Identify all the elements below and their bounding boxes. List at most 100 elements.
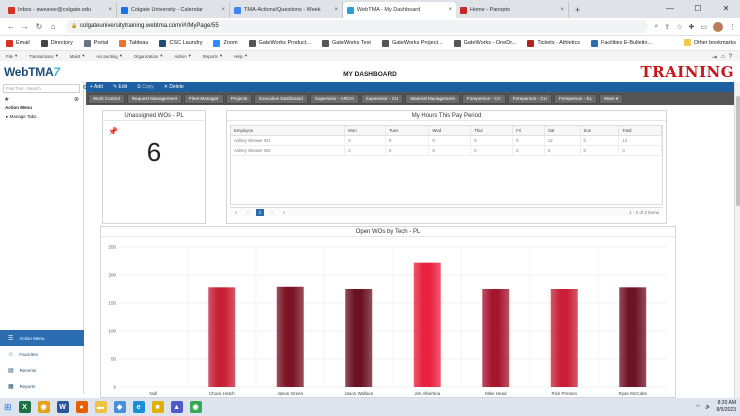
browser-tab[interactable]: TMA-Actions/Questions - Week × — [230, 2, 343, 18]
dashboard-tab[interactable]: Request Management — [126, 93, 182, 104]
bookmark-item[interactable]: GateWorks - OneDr... — [453, 39, 516, 47]
bookmark-item[interactable]: GateWorks Project... — [381, 39, 443, 47]
home-icon[interactable]: ⌂ — [50, 22, 56, 31]
zoom-icon[interactable]: ⌕ — [654, 22, 659, 30]
help-icon[interactable]: ? — [728, 54, 732, 60]
hours-column-header[interactable]: Thur — [470, 126, 514, 136]
close-window-icon[interactable]: ✕ — [722, 4, 730, 13]
wifi-icon[interactable]: ◠ — [695, 404, 701, 410]
new-tab-icon[interactable]: + — [575, 5, 581, 15]
hours-column-header[interactable]: Total — [618, 126, 662, 136]
current-page[interactable]: 1 — [256, 208, 264, 216]
app-menu-item[interactable]: Admin — [174, 53, 187, 59]
notes-icon[interactable]: ■ — [151, 401, 164, 413]
app-icon[interactable]: ◆ — [113, 401, 126, 413]
word-icon[interactable]: W — [56, 401, 69, 413]
dashboard-tab[interactable]: Fleet Manager — [183, 93, 224, 104]
browser-tab[interactable]: WebTMA - My Dashboard × — [343, 2, 456, 18]
copy-button[interactable]: ⧉ Copy — [137, 84, 154, 90]
bookmark-star-icon[interactable]: ☆ — [676, 23, 683, 31]
volume-icon[interactable]: 🔈 — [705, 404, 712, 410]
hours-column-header[interactable]: Tues — [385, 126, 430, 136]
left-nav-reports[interactable]: ▦ Reports — [0, 378, 84, 394]
dashboard-tab[interactable]: Foreperson - EL — [553, 93, 598, 104]
app-menu-item[interactable]: Transactions — [29, 53, 54, 59]
dashboard-tab[interactable]: Supervisor - CU — [360, 93, 404, 104]
hours-column-header[interactable]: Sat — [544, 126, 581, 136]
browser-tab[interactable]: Home - Panopto × — [456, 2, 569, 18]
app-menu-item[interactable]: Accounting — [96, 53, 118, 59]
dashboard-tab[interactable]: Foreperson - CU — [507, 93, 552, 104]
dashboard-tab[interactable]: Executive Dashboard — [254, 93, 308, 104]
prev-page-icon[interactable]: ‹ — [247, 209, 249, 215]
tab-close-icon[interactable]: × — [334, 7, 338, 13]
bookmark-item[interactable]: Email — [6, 39, 30, 47]
last-page-icon[interactable]: » — [282, 209, 286, 215]
chrome-icon[interactable]: ◉ — [189, 401, 202, 413]
tab-close-icon[interactable]: × — [108, 7, 112, 13]
next-page-icon[interactable]: › — [271, 209, 273, 215]
excel-icon[interactable]: X — [18, 401, 31, 413]
page-scrollbar[interactable] — [734, 82, 740, 398]
firefox-icon[interactable]: ● — [75, 401, 88, 413]
clock[interactable]: 8:20 AM 8/5/2023 — [717, 400, 736, 414]
dashboard-tab[interactable]: Work Control — [88, 93, 125, 104]
hours-column-header[interactable]: Fri — [512, 126, 545, 136]
bookmark-item[interactable]: Zoom — [213, 39, 238, 47]
edit-button[interactable]: ✎ Edit — [112, 84, 128, 90]
explorer-icon[interactable]: ▬ — [94, 401, 107, 413]
hours-column-header[interactable]: Employee — [231, 126, 346, 136]
settings-gear-icon[interactable]: ⚙ — [83, 84, 88, 92]
extensions-icon[interactable]: ✚ — [688, 23, 695, 31]
app-menu-item[interactable]: Help — [233, 53, 243, 59]
back-icon[interactable]: ← — [7, 22, 15, 31]
add-circle-icon[interactable]: ⊕ — [73, 97, 79, 103]
favorite-star-icon[interactable]: ★ — [4, 97, 10, 103]
tab-close-icon[interactable]: × — [221, 7, 225, 13]
teams-icon[interactable]: ▲ — [170, 401, 183, 413]
first-page-icon[interactable]: « — [234, 209, 238, 215]
bookmark-item[interactable]: CSC Laundry — [159, 39, 202, 47]
pin-icon[interactable]: 📌 — [108, 127, 118, 136]
tab-close-icon[interactable]: × — [448, 7, 452, 13]
bookmark-item[interactable]: Facilities E-Bulletin... — [590, 39, 652, 47]
menu-dots-icon[interactable]: ⋮ — [729, 23, 736, 31]
tab-close-icon[interactable]: × — [560, 7, 564, 13]
bookmark-item[interactable]: Directory — [40, 39, 73, 47]
scrollbar-thumb[interactable] — [736, 96, 740, 206]
find-text-search[interactable]: Find Text - Search ⚙ — [3, 84, 88, 93]
app-menu-item[interactable]: Organization — [133, 53, 159, 59]
bookmark-item[interactable]: GateWorks Test — [322, 39, 371, 47]
profile-avatar[interactable] — [713, 21, 723, 32]
sidebar-icon[interactable]: ▭ — [700, 23, 707, 31]
hours-column-header[interactable]: Sun — [580, 126, 620, 136]
forward-icon[interactable]: → — [21, 22, 29, 31]
url-input[interactable]: 🔒 colgateuniversitytraining.webtma.com/#… — [66, 20, 649, 33]
hours-column-header[interactable]: Wed — [428, 126, 472, 136]
dashboard-tab[interactable]: More ▾ — [599, 93, 624, 104]
other-bookmarks[interactable]: Other bookmarks — [683, 39, 736, 46]
chrome-icon[interactable]: ◉ — [37, 401, 50, 413]
dashboard-tab[interactable]: Supervisor - ARCH — [309, 93, 359, 104]
app-menu-item[interactable]: Reports — [202, 53, 218, 59]
dashboard-tab[interactable]: Material Management — [405, 93, 460, 104]
share-icon[interactable]: ⇪ — [664, 23, 671, 31]
hours-column-header[interactable]: Mon — [344, 126, 386, 136]
bookmark-item[interactable]: Portal — [83, 39, 108, 47]
maximize-icon[interactable]: ☐ — [694, 4, 702, 13]
table-row[interactable]: Ashley Weaver W2 0 0 0 0 0 0 0 0 — [231, 145, 662, 156]
bookmark-item[interactable]: GateWorks Product... — [248, 39, 311, 47]
edge-icon[interactable]: e — [132, 401, 145, 413]
bookmark-item[interactable]: Tickets - Athletics — [527, 39, 580, 47]
browser-tab[interactable]: Inbox - aweaver@colgate.edu × — [4, 2, 117, 18]
app-menu-item[interactable]: Maint — [69, 53, 81, 59]
left-nav-favorites[interactable]: ☆ Favorites — [0, 346, 84, 362]
add-button[interactable]: + Add — [90, 84, 103, 90]
bookmark-item[interactable]: Tableau — [119, 39, 148, 47]
table-row[interactable]: Ashley Weaver W1 0 0 0 0 0 12 0 12 — [231, 135, 662, 146]
app-menu-item[interactable]: File — [6, 53, 13, 59]
manage-tabs-item[interactable]: ▸ Manage Tabs — [6, 114, 37, 119]
dashboard-tab[interactable]: Foreperson - CA — [461, 93, 506, 104]
left-nav-action-menu[interactable]: ☰ Action Menu — [0, 330, 84, 346]
home-app-icon[interactable]: ⌂ — [721, 54, 725, 60]
